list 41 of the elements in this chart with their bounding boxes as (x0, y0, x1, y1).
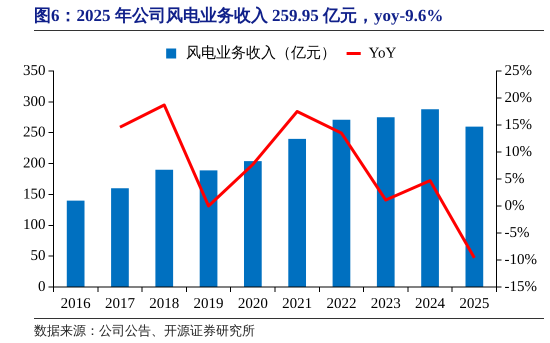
x-tick-label: 2017 (104, 296, 136, 312)
y-tick-label: 0 (38, 278, 46, 295)
bar (244, 161, 262, 286)
bar (200, 170, 218, 286)
chart-title: 图6：2025 年公司风电业务收入 259.95 亿元，yoy-9.6% (34, 4, 544, 31)
y2-tick-label: 5% (504, 170, 525, 187)
bar (376, 117, 395, 286)
y-tick-label: 350 (23, 62, 46, 79)
bar (421, 109, 439, 286)
x-tick-label: 2016 (60, 296, 92, 312)
legend-label: YoY (368, 45, 396, 62)
y-tick-label: 200 (23, 156, 46, 172)
y2-tick-label: 20% (504, 90, 532, 106)
bar (66, 200, 85, 286)
y2-tick-label: 15% (504, 116, 532, 133)
x-tick-label: 2025 (459, 296, 490, 312)
x-tick-label: 2024 (415, 296, 446, 312)
x-tick-label: 2021 (282, 296, 312, 312)
bar (288, 138, 306, 286)
bar (466, 126, 484, 286)
bar (332, 120, 350, 286)
y2-tick-label: -15% (504, 278, 538, 295)
source-note: 数据来源：公司公告、开源证券研究所 (34, 318, 544, 340)
bar (155, 170, 174, 286)
x-tick-label: 2022 (326, 296, 356, 312)
y2-tick-label: 0% (504, 198, 525, 214)
y-tick-label: 150 (23, 186, 46, 202)
y-tick-label: 300 (23, 94, 46, 110)
x-tick-label: 2019 (194, 296, 224, 312)
y2-tick-label: -10% (504, 252, 538, 268)
x-tick-label: 2020 (238, 296, 268, 312)
y2-tick-label: -5% (504, 224, 530, 241)
y2-tick-label: 25% (504, 62, 532, 79)
legend-label: 风电业务收入（亿元） (186, 44, 336, 62)
y-tick-label: 250 (23, 124, 46, 141)
y-tick-label: 100 (23, 217, 46, 234)
x-tick-label: 2023 (370, 296, 401, 312)
y-tick-label: 50 (30, 248, 46, 264)
y2-tick-label: 10% (504, 144, 532, 160)
x-tick-label: 2018 (149, 296, 180, 312)
bar (111, 188, 129, 286)
